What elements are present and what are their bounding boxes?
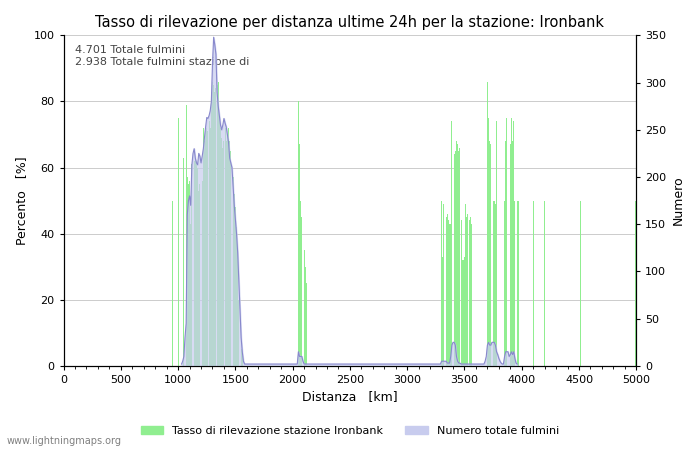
Bar [237,250,238,366]
Bar [491,144,492,366]
Bar [187,177,188,366]
Bar [239,333,240,366]
Bar [487,81,488,366]
Bar [219,118,220,366]
Bar [635,201,636,366]
Bar [463,260,464,366]
Bar [172,201,173,366]
Bar [212,81,213,366]
Bar [204,141,205,366]
Bar [544,201,545,366]
Bar [185,75,186,366]
Bar [232,177,234,366]
Bar [196,161,197,366]
Bar [471,224,472,366]
Bar [198,191,200,366]
Bar [211,91,212,366]
Bar [229,141,230,366]
Bar [183,158,184,366]
Bar [306,283,307,366]
Bar [504,201,505,366]
Bar [513,122,514,366]
Bar [189,181,190,366]
Bar [468,220,470,366]
Bar [199,184,200,366]
Bar [195,158,196,366]
Bar [220,128,221,366]
Bar [511,118,512,366]
Bar [230,151,231,366]
Bar [510,144,511,366]
Bar [205,131,206,366]
Bar [446,217,447,366]
Text: 4.701 Totale fulmini
2.938 Totale fulmini stazione di: 4.701 Totale fulmini 2.938 Totale fulmin… [75,45,249,67]
Bar [300,201,301,366]
Text: www.lightningmaps.org: www.lightningmaps.org [7,436,122,446]
Bar [194,161,195,366]
Bar [190,224,191,366]
Bar [494,201,495,366]
Bar [442,257,443,366]
Bar [304,267,306,366]
Bar [462,260,463,366]
X-axis label: Distanza   [km]: Distanza [km] [302,391,398,404]
Bar [459,148,461,366]
Bar [489,141,490,366]
Title: Tasso di rilevazione per distanza ultime 24h per la stazione: Ironbank: Tasso di rilevazione per distanza ultime… [95,15,604,30]
Bar [444,201,445,366]
Bar [203,128,204,366]
Bar [453,144,454,366]
Bar [201,177,202,366]
Bar [441,201,442,366]
Bar [191,164,193,366]
Bar [221,138,222,366]
Bar [206,128,207,366]
Bar [226,141,227,366]
Bar [488,118,489,366]
Bar [210,128,211,366]
Bar [579,201,580,366]
Bar [516,144,517,366]
Bar [216,85,218,366]
Bar [505,141,506,366]
Legend: Tasso di rilevazione stazione Ironbank, Numero totale fulmini: Tasso di rilevazione stazione Ironbank, … [136,421,564,440]
Bar [214,91,215,366]
Bar [447,214,448,366]
Bar [186,105,187,366]
Bar [458,151,459,366]
Bar [514,201,515,366]
Bar [456,141,457,366]
Bar [496,122,497,366]
Bar [455,151,456,366]
Bar [235,207,236,366]
Bar [228,128,229,366]
Bar [448,220,449,366]
Bar [495,204,496,366]
Bar [302,234,303,366]
Bar [518,201,519,366]
Bar [466,217,467,366]
Bar [449,224,450,366]
Y-axis label: Numero: Numero [672,176,685,225]
Bar [443,204,444,366]
Bar [299,144,300,366]
Bar [223,141,225,366]
Bar [450,224,452,366]
Bar [188,184,189,366]
Bar [241,356,243,366]
Bar [298,101,299,366]
Y-axis label: Percento   [%]: Percento [%] [15,156,28,245]
Bar [464,257,465,366]
Bar [236,227,237,366]
Bar [207,131,209,366]
Bar [197,167,198,366]
Bar [506,118,507,366]
Bar [227,135,228,366]
Bar [457,144,458,366]
Bar [512,141,513,366]
